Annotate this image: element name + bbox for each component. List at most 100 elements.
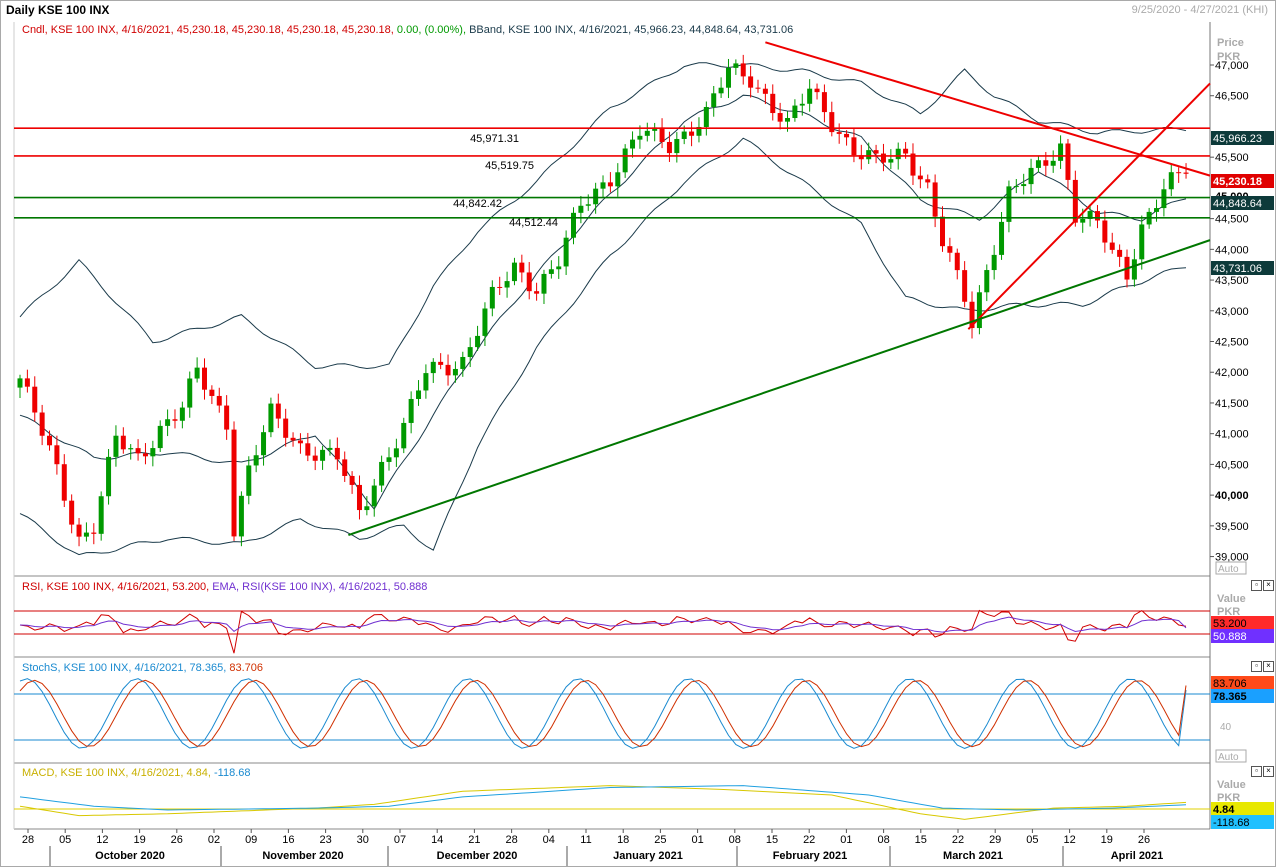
candle-body — [748, 76, 754, 88]
macd-panel-minimize-icon[interactable]: ▫ — [1251, 766, 1262, 777]
candle-body — [39, 412, 45, 436]
candle-body — [733, 63, 739, 68]
date-tick-label: 29 — [989, 834, 1001, 846]
macd-panel-close-icon[interactable]: × — [1263, 766, 1274, 777]
price-tick-label: 42,500 — [1215, 337, 1249, 349]
candle-body — [725, 67, 731, 88]
macd-line — [19, 785, 1187, 820]
price-tick-label: 39,500 — [1215, 521, 1249, 533]
date-tick-label: 19 — [133, 834, 145, 846]
candle-body — [622, 148, 628, 173]
candle-body — [1043, 160, 1049, 166]
candle-body — [593, 188, 599, 205]
stoch-auto-box[interactable] — [1215, 749, 1247, 763]
price-tick-label: 45,500 — [1215, 152, 1249, 164]
rsi-panel-minimize-icon[interactable]: ▫ — [1251, 580, 1262, 591]
stoch-d-line — [19, 679, 1187, 748]
long-term-support-line — [348, 239, 1211, 537]
date-range: 9/25/2020 - 4/27/2021 (KHI) — [1131, 4, 1268, 16]
candle-body — [755, 87, 761, 89]
legend-macd: MACD, KSE 100 INX, 4/16/2021, 4.84, — [22, 767, 211, 779]
stoch-auto-label[interactable]: Auto — [1218, 752, 1239, 763]
candle-body — [903, 148, 909, 154]
candle-body — [637, 135, 643, 140]
date-tick-label: 25 — [654, 834, 666, 846]
date-tick-label: 22 — [952, 834, 964, 846]
auto-scale-label[interactable]: Auto — [1218, 564, 1239, 575]
tag-bband-mid: 44,848.64 — [1213, 198, 1262, 210]
price-tick-label: 39,000 — [1215, 552, 1249, 564]
candle-body — [858, 155, 864, 160]
candle-body — [423, 373, 429, 391]
uptrend-channel-line — [967, 82, 1211, 330]
candle-body — [962, 270, 968, 302]
candle-body — [202, 367, 207, 390]
tag-bband-mid-bg — [1211, 196, 1274, 210]
candle-body — [807, 88, 813, 104]
candle-body — [157, 425, 163, 449]
tag-stoch-d: 83.706 — [1213, 678, 1247, 690]
candle-body — [571, 212, 576, 238]
candle-body — [349, 475, 355, 485]
tag-macd-bg — [1211, 802, 1274, 816]
date-tick-label: 14 — [431, 834, 443, 846]
chart-title: Daily KSE 100 INX — [6, 3, 110, 17]
candle-body — [976, 292, 982, 329]
candle-body — [917, 175, 923, 180]
candle-body — [475, 335, 481, 348]
candle-body — [519, 262, 525, 273]
candle-body — [194, 367, 200, 379]
candle-body — [666, 141, 672, 154]
candle-body — [1109, 242, 1115, 250]
candle-body — [777, 113, 783, 122]
candle-body — [135, 448, 141, 454]
candle-body — [283, 418, 289, 438]
bband-middle-line — [19, 94, 1187, 510]
rsi-panel-close-icon[interactable]: × — [1263, 580, 1274, 591]
candle-body — [689, 131, 695, 136]
candle-body — [1035, 160, 1041, 168]
candle-body — [489, 286, 495, 309]
candle-body — [910, 153, 916, 176]
legend-rsi: RSI, KSE 100 INX, 4/16/2021, 53.200, — [22, 581, 210, 593]
candle-body — [607, 182, 613, 187]
date-tick-label: 12 — [1063, 834, 1075, 846]
price-legend: Cndl, KSE 100 INX, 4/16/2021, 45,230.18,… — [22, 24, 793, 36]
stoch-layer — [14, 678, 1210, 749]
candle-body — [393, 448, 399, 458]
level-label-3: 44,842.42 — [453, 198, 502, 210]
candle-body — [408, 398, 414, 423]
candle-body — [128, 448, 134, 450]
candle-body — [172, 419, 178, 421]
candle-body — [814, 88, 820, 93]
candle-body — [231, 429, 237, 537]
tag-rsi-bg — [1211, 616, 1274, 630]
candle-body — [1183, 172, 1189, 174]
stoch-panel-close-icon[interactable]: × — [1263, 661, 1274, 672]
tag-bband-upper: 45,966.23 — [1213, 133, 1262, 145]
rsi-layer — [14, 609, 1210, 654]
month-label: October 2020 — [95, 850, 165, 862]
candle-body — [999, 221, 1005, 255]
candle-body — [1013, 186, 1019, 188]
date-tick-label: 05 — [1026, 834, 1038, 846]
auto-scale-box[interactable] — [1215, 561, 1247, 575]
candle-body — [947, 246, 953, 253]
bband-lower-line — [19, 137, 1187, 556]
candle-body — [342, 459, 348, 476]
candle-body — [711, 93, 717, 107]
candle-body — [851, 137, 857, 156]
stoch-panel-minimize-icon[interactable]: ▫ — [1251, 661, 1262, 672]
date-tick-label: 02 — [208, 834, 220, 846]
candle-body — [379, 461, 385, 486]
date-tick-label: 16 — [282, 834, 294, 846]
candle-body — [1139, 224, 1145, 260]
candle-body — [1102, 220, 1108, 243]
date-tick-label: 15 — [915, 834, 927, 846]
candle-body — [1065, 143, 1071, 180]
price-tick-label: 43,500 — [1215, 275, 1249, 287]
legend-change: 0.00, (0.00%), — [396, 24, 467, 36]
candle-body — [762, 88, 768, 94]
macd-layer — [14, 785, 1210, 820]
